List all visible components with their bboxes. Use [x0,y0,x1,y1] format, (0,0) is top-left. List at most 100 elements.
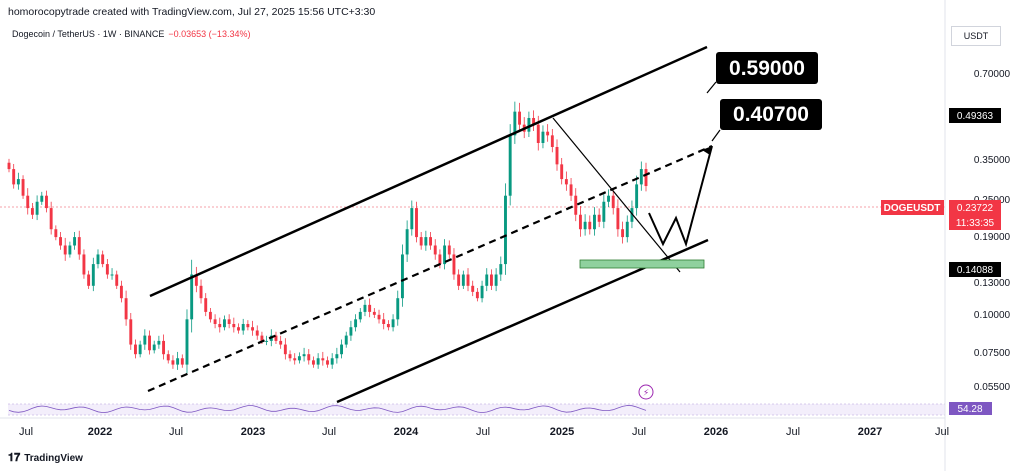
time-tick-label: 2022 [88,426,112,438]
candle-body [475,291,479,299]
price-tick-label: 0.05500 [974,382,1011,393]
candle-body [316,358,320,365]
low-price-tag: 0.14088 [949,262,1001,277]
candle-body [536,124,540,143]
candle-body [330,358,334,365]
candle-body [185,319,189,365]
trendline[interactable] [552,117,681,273]
candle-body [574,195,578,215]
candle-body [260,335,264,341]
current-price-tag: DOGEUSDT 0.23722 11:33:35 [881,200,1001,230]
candle-body [518,111,521,125]
candle-body [410,208,414,230]
candle-body [386,323,390,328]
candle-body [148,335,151,351]
target-label-0590[interactable]: 0.59000 [716,52,818,84]
candle-body [73,237,77,246]
candle-body [588,221,592,230]
candle-body [447,245,451,255]
candle-body [391,319,395,328]
candle-body [433,245,437,255]
lightning-icon: ⚡ [643,389,649,399]
candle-body [335,354,339,359]
time-axis[interactable]: Jul 2022 Jul 2023 Jul 2024 Jul 2025 Jul 2026 Jul 20… [19,426,949,438]
symbol-info[interactable]: Dogecoin / TetherUS · 1W · BINANCE −0.036… [12,29,250,39]
candle-body [96,254,100,265]
tradingview-footer[interactable]: 𝟏𝟕 TradingView [8,452,83,465]
candle-body [213,319,217,324]
candle-body [396,298,400,320]
candle-body [223,319,226,328]
price-tick-label: 0.19000 [974,232,1011,243]
countdown-text: 11:33:35 [956,218,995,229]
rsi-value-text: 54.28 [957,404,982,415]
target-connector-2 [711,129,721,142]
candle-body [499,264,503,275]
time-tick-label: Jul [935,426,949,438]
candle-body [101,254,105,265]
candle-body [424,237,428,246]
candle-body [466,274,470,286]
candle-body [227,319,231,324]
candle-body [143,335,147,345]
candle-body [279,340,283,345]
candle-body [124,298,128,320]
price-tick-label: 0.13000 [974,278,1011,289]
support-zone[interactable] [579,259,705,269]
projection-arrow-icon [702,146,712,155]
candle-body [302,354,306,357]
candle-body [190,274,194,320]
candle-body [607,195,610,202]
candle-body [494,274,498,286]
candle-body [129,319,133,345]
candle-body [77,237,81,255]
candle-body [152,344,156,351]
candle-body [283,344,287,355]
candle-body [639,169,643,185]
candle-body [199,285,203,299]
candle-body [635,184,639,209]
candle-body [176,358,180,365]
candle-body [87,274,91,286]
candle-body [625,221,629,238]
high-price-tag: 0.49363 [949,108,1001,123]
candle-body [35,201,39,215]
projection-path[interactable] [648,145,713,248]
candle-body [63,245,67,255]
indicator-button[interactable]: ⚡ [638,384,654,400]
candle-body [171,360,175,365]
candle-body [471,285,475,292]
candle-body [382,319,386,324]
candle-body [274,335,278,341]
candle-body [241,323,245,331]
candle-body [311,360,315,365]
candle-body [354,319,358,328]
candle-body [251,327,255,331]
candle-body [419,237,423,246]
candle-body [26,195,30,209]
candle-body [400,254,404,299]
candle-body [194,274,198,286]
candle-body [560,164,564,180]
candle-body [16,179,20,185]
candle-body [138,344,142,355]
candle-body [564,179,568,185]
channel-upper-line[interactable] [149,45,708,298]
candle-body [621,229,625,238]
currency-selector[interactable]: USDT [951,26,1001,46]
candle-body [583,221,587,230]
candle-body [232,323,236,328]
candle-body [349,327,353,336]
candle-body [344,335,348,345]
time-tick-label: 2024 [394,426,419,438]
candle-body [265,340,269,342]
rsi-line [8,405,647,414]
candle-body [457,274,461,286]
target-connector-1 [706,81,717,94]
candle-body [429,237,432,246]
candle-body [307,354,311,361]
channel-midline[interactable] [147,144,713,393]
target-label-0407[interactable]: 0.40700 [720,99,822,130]
candle-body [550,135,554,147]
